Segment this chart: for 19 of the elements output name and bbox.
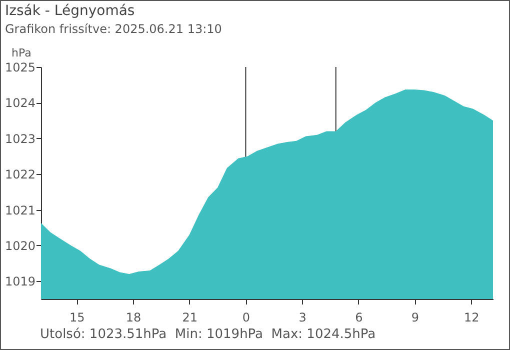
x-tick-label: 0	[242, 310, 250, 324]
y-tick-label: 1022	[4, 168, 36, 182]
chart-title: Izsák - Légnyomás	[5, 3, 135, 19]
y-tick-label: 1023	[4, 132, 36, 146]
y-tick-label: 1019	[4, 274, 36, 289]
x-tick-label: 21	[182, 310, 198, 324]
x-tick-label: 3	[298, 310, 306, 324]
x-tick-label: 9	[411, 310, 420, 324]
chart-subtitle: Grafikon frissítve: 2025.06.21 13:10	[5, 22, 222, 36]
x-tick-label: 15	[70, 310, 85, 324]
y-tick-label: 1021	[4, 203, 36, 218]
y-tick-label: 1025	[4, 60, 36, 74]
y-tick-label: 1020	[4, 238, 36, 253]
y-axis-title: hPa	[12, 46, 32, 60]
x-tick-label: 18	[126, 310, 142, 324]
x-tick-label: 12	[464, 310, 480, 324]
y-tick-label: 1024	[4, 96, 36, 110]
text: Utolsó: 1023.51hPa Min: 1019hPa Max: 1024.5hPa	[40, 327, 376, 342]
x-tick-label: 6	[355, 310, 363, 324]
